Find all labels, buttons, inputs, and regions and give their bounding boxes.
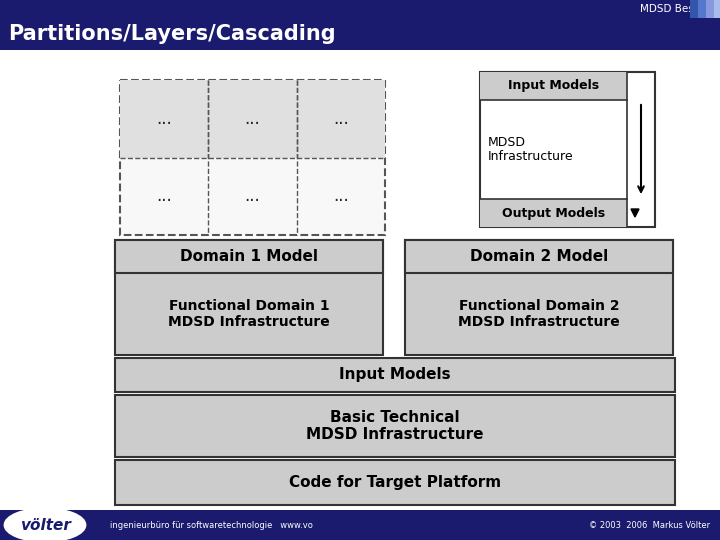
- Text: völter: völter: [19, 517, 71, 532]
- Bar: [480, 199, 627, 227]
- Bar: [115, 460, 675, 505]
- Text: © 2003  2006  Markus Völter: © 2003 2006 Markus Völter: [589, 521, 710, 530]
- Bar: [115, 358, 675, 392]
- Text: ...: ...: [333, 110, 348, 128]
- Text: ...: ...: [156, 187, 172, 205]
- Bar: [120, 80, 385, 158]
- Bar: [714, 0, 720, 18]
- Bar: [690, 0, 698, 18]
- Text: ...: ...: [245, 110, 261, 128]
- Bar: [0, 0, 720, 18]
- Text: Domain 2 Model: Domain 2 Model: [470, 249, 608, 264]
- Text: Input Models: Input Models: [508, 79, 599, 92]
- Text: ...: ...: [333, 187, 348, 205]
- Text: Output Models: Output Models: [502, 206, 605, 219]
- Text: Functional Domain 1
MDSD Infrastructure: Functional Domain 1 MDSD Infrastructure: [168, 299, 330, 329]
- Text: Partitions/Layers/Cascading: Partitions/Layers/Cascading: [8, 24, 336, 44]
- Bar: [115, 240, 383, 355]
- Text: MDSD
Infrastructure: MDSD Infrastructure: [488, 136, 574, 164]
- Text: ...: ...: [245, 187, 261, 205]
- Bar: [0, 510, 720, 540]
- Text: Input Models: Input Models: [339, 368, 451, 382]
- Bar: [405, 240, 673, 355]
- Bar: [480, 72, 655, 227]
- Ellipse shape: [5, 509, 85, 540]
- Text: ...: ...: [156, 110, 172, 128]
- Bar: [706, 0, 714, 18]
- Text: Functional Domain 2
MDSD Infrastructure: Functional Domain 2 MDSD Infrastructure: [458, 299, 620, 329]
- Bar: [0, 18, 720, 50]
- Bar: [115, 240, 383, 273]
- Text: Domain 1 Model: Domain 1 Model: [180, 249, 318, 264]
- Text: MDSD Best Practices: MDSD Best Practices: [640, 4, 720, 14]
- Bar: [405, 240, 673, 273]
- Bar: [480, 72, 627, 100]
- Bar: [115, 395, 675, 457]
- Text: Basic Technical
MDSD Infrastructure: Basic Technical MDSD Infrastructure: [306, 410, 484, 442]
- Bar: [120, 80, 385, 235]
- Text: Code for Target Platform: Code for Target Platform: [289, 475, 501, 490]
- Bar: [698, 0, 706, 18]
- Text: ingenieurbüro für softwaretechnologie   www.vo: ingenieurbüro für softwaretechnologie ww…: [110, 521, 313, 530]
- Polygon shape: [631, 209, 639, 217]
